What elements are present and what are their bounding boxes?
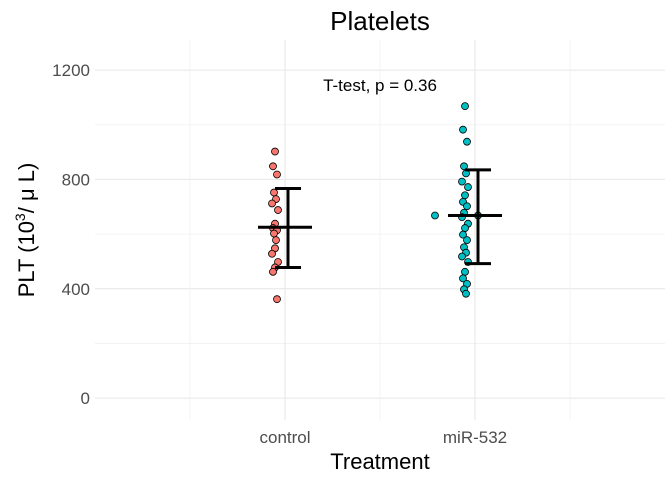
data-point — [268, 199, 276, 208]
y-axis-label-superscript: 3 — [12, 213, 28, 221]
data-point — [460, 162, 468, 171]
data-point — [269, 267, 277, 276]
data-point — [268, 249, 276, 258]
data-point — [463, 137, 471, 146]
x-axis-ticks: control miR-532 — [259, 428, 507, 447]
data-point — [463, 202, 471, 211]
data-point — [269, 162, 277, 171]
data-point — [464, 183, 472, 191]
data-point — [459, 125, 467, 134]
data-point — [459, 230, 467, 239]
data-point — [273, 170, 281, 179]
y-tick-label: 1200 — [52, 61, 90, 80]
data-point — [270, 229, 278, 238]
y-axis-ticks: 0 400 800 1200 — [52, 61, 90, 408]
x-tick-label: miR-532 — [443, 428, 507, 447]
y-axis-label-suffix: / μ L) — [14, 163, 39, 214]
chart-title: Platelets — [330, 6, 430, 36]
x-tick-label: control — [259, 428, 310, 447]
y-tick-label: 400 — [62, 280, 90, 299]
data-point — [431, 211, 439, 220]
error-bars — [258, 168, 502, 269]
data-point — [461, 224, 469, 232]
data-point — [463, 236, 471, 245]
data-point — [462, 289, 470, 298]
y-axis-label: PLT (103/ μ L) — [12, 163, 39, 298]
data-point — [272, 236, 280, 245]
data-point — [461, 267, 469, 276]
y-tick-label: 0 — [81, 389, 90, 408]
y-axis-label-prefix: PLT (10 — [14, 221, 39, 297]
grid — [95, 40, 665, 420]
data-point — [274, 206, 282, 214]
data-point — [459, 274, 467, 283]
data-point — [458, 177, 466, 186]
x-axis-label: Treatment — [330, 449, 429, 474]
data-point — [461, 102, 469, 111]
data-point — [273, 295, 281, 304]
data-points — [268, 102, 482, 304]
y-tick-label: 800 — [62, 170, 90, 189]
data-point — [271, 147, 279, 156]
data-point — [270, 188, 278, 197]
data-point — [458, 252, 466, 261]
data-point — [461, 191, 469, 200]
ttest-annotation: T-test, p = 0.36 — [323, 76, 437, 95]
